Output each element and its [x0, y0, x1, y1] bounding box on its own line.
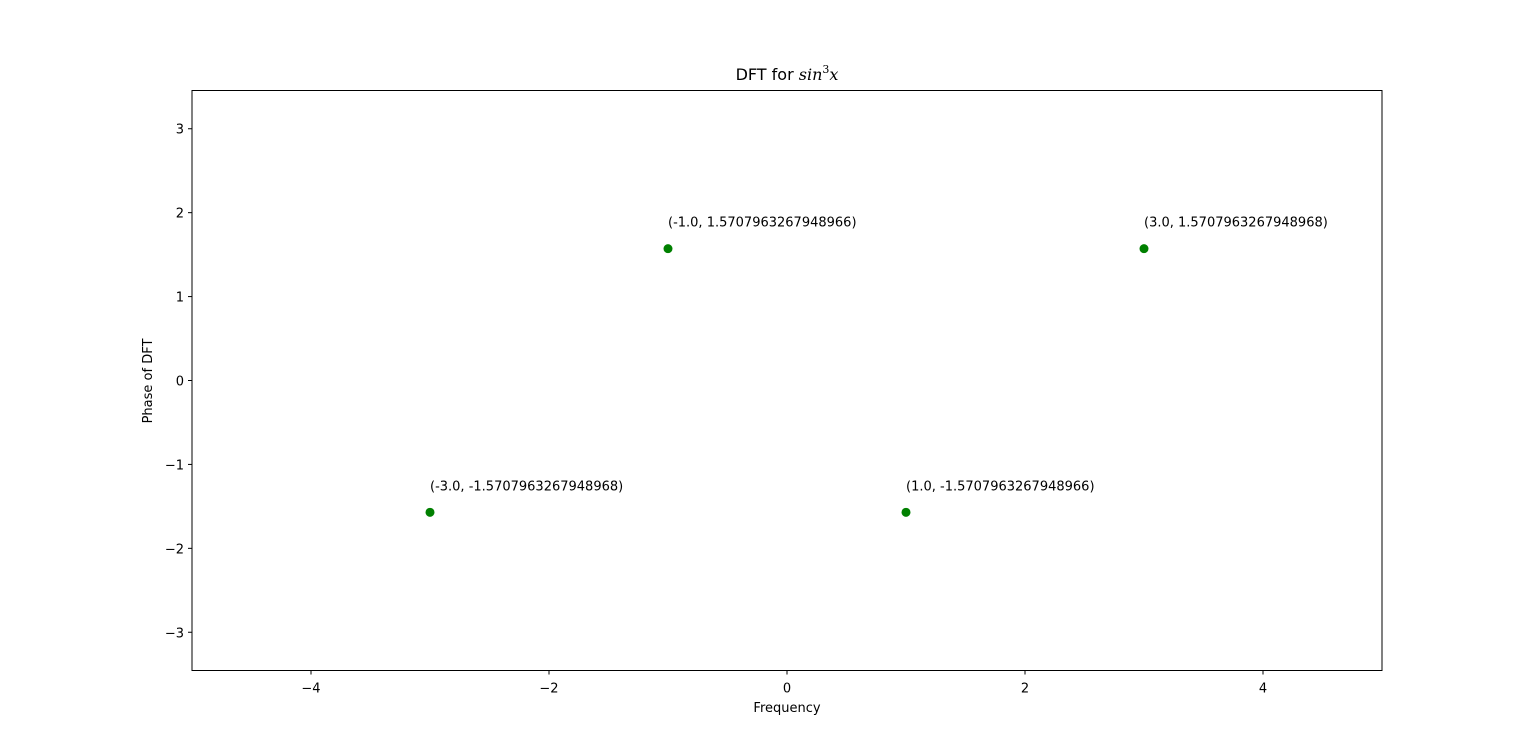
y-tick-label: −1: [165, 458, 184, 473]
plot-frame: [191, 90, 1383, 671]
data-point: [1139, 244, 1149, 254]
y-tick-label: 2: [176, 207, 184, 222]
x-tick-label: 2: [1021, 682, 1029, 697]
y-tick-label: 1: [176, 291, 184, 306]
data-points: [425, 244, 1149, 517]
chart-title-math-var: x: [829, 65, 838, 84]
y-tick-label: −3: [165, 626, 184, 641]
data-point: [663, 244, 673, 254]
x-axis-label: Frequency: [753, 701, 820, 716]
point-annotation: (3.0, 1.5707963267948968): [1144, 216, 1328, 231]
x-tick-label: 4: [1259, 682, 1267, 697]
point-annotation: (-1.0, 1.5707963267948966): [668, 216, 857, 231]
y-axis-label: Phase of DFT: [141, 339, 156, 424]
point-annotations: (-3.0, -1.5707963267948968) (-1.0, 1.5707…: [430, 216, 1328, 495]
x-tick-label: 0: [783, 682, 791, 697]
chart-title: DFT for sin3x: [736, 63, 839, 84]
x-tick-label: −4: [301, 682, 320, 697]
chart-title-math-base: sin: [799, 65, 823, 84]
data-point: [425, 507, 435, 517]
point-annotation: (1.0, -1.5707963267948966): [906, 479, 1095, 494]
chart-title-prefix: DFT for: [736, 65, 799, 84]
y-tick-label: 0: [176, 375, 184, 390]
point-annotation: (-3.0, -1.5707963267948968): [430, 479, 623, 494]
data-point: [901, 507, 911, 517]
y-tick-label: −2: [165, 542, 184, 557]
y-tick-label: 3: [176, 123, 184, 138]
chart-title-math-sup: 3: [822, 63, 829, 76]
x-tick-label: −2: [539, 682, 558, 697]
axis-ticks: −4 −2 0 2 4 −3 −2 −1 0 1 2 3: [165, 123, 1267, 697]
